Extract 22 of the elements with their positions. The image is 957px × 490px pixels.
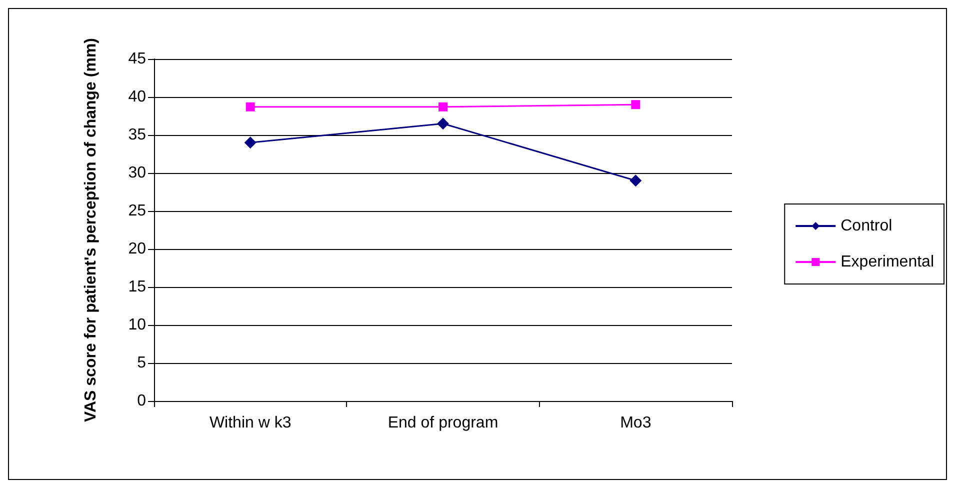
y-tick-label: 35 — [128, 126, 146, 144]
point — [630, 174, 642, 187]
point — [437, 118, 449, 130]
point — [244, 136, 256, 149]
point — [631, 100, 640, 110]
y-tick-label: 15 — [128, 278, 146, 296]
x-tick-label: Within w k3 — [209, 414, 292, 432]
y-tick-label: 40 — [128, 88, 146, 106]
y-tick-label: 30 — [128, 164, 146, 182]
x-tick-label: End of program — [388, 414, 498, 432]
point — [438, 102, 448, 112]
point — [246, 102, 255, 112]
y-axis-title: VAS score for patient's perception of change (mm) — [82, 38, 100, 422]
y-tick-label: 5 — [137, 354, 146, 372]
legend-label: Experimental — [840, 254, 934, 270]
y-tick-label: 45 — [128, 50, 146, 68]
y-tick-label: 0 — [137, 392, 146, 410]
y-tick-label: 10 — [128, 316, 146, 334]
x-tick-label: Mo3 — [620, 414, 652, 432]
legend-label: Control — [840, 218, 892, 234]
y-tick-label: 20 — [128, 240, 146, 258]
y-tick-label: 25 — [128, 202, 146, 220]
